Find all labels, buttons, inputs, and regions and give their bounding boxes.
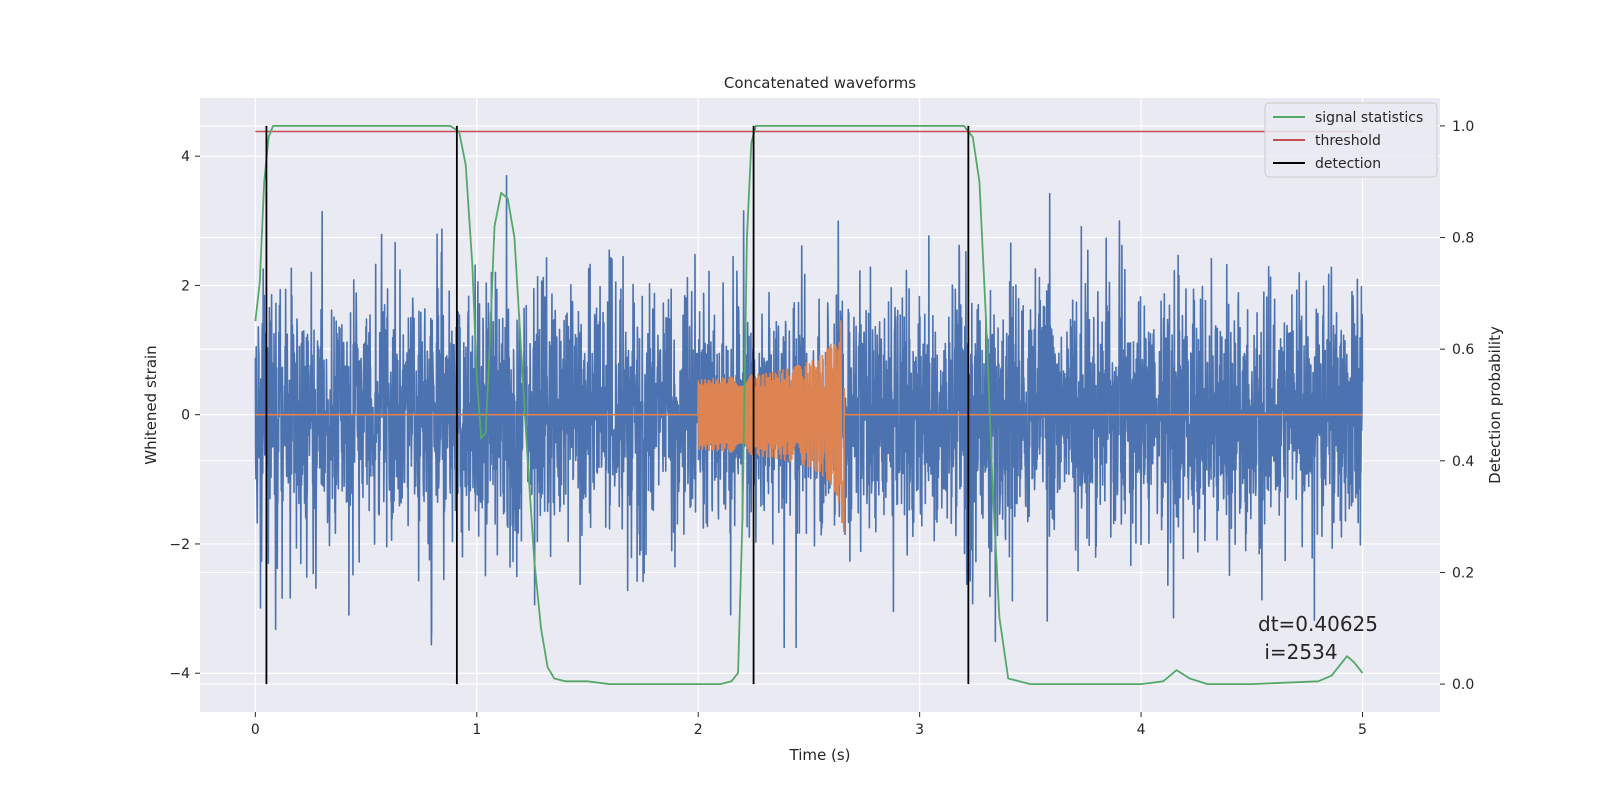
x-tick-label: 0 bbox=[251, 722, 260, 738]
annotation-index: i=2534 bbox=[1258, 640, 1338, 664]
left-y-tick-label: 2 bbox=[181, 278, 190, 294]
x-tick-label: 4 bbox=[1137, 722, 1146, 738]
annotation-dt: dt=0.40625 bbox=[1258, 612, 1378, 636]
legend-label-signal-statistics: signal statistics bbox=[1315, 110, 1423, 126]
legend-box bbox=[1264, 102, 1438, 178]
legend-label-detection: detection bbox=[1315, 156, 1381, 172]
x-tick-label: 2 bbox=[694, 722, 703, 738]
left-y-tick-label: −2 bbox=[169, 537, 190, 553]
left-y-tick-label: 4 bbox=[181, 149, 190, 165]
left-y-tick-label: 0 bbox=[181, 408, 190, 424]
legend-label-threshold: threshold bbox=[1315, 133, 1381, 149]
plot-area bbox=[254, 125, 1364, 685]
right-y-tick-label: 0.2 bbox=[1452, 565, 1474, 581]
left-y-tick-label: −4 bbox=[169, 666, 190, 682]
right-y-tick-label: 0.0 bbox=[1452, 677, 1474, 693]
right-y-tick-label: 0.8 bbox=[1452, 231, 1474, 247]
right-y-tick-label: 1.0 bbox=[1452, 119, 1474, 135]
right-y-tick-label: 0.6 bbox=[1452, 342, 1474, 358]
chart-title: Concatenated waveforms bbox=[724, 74, 916, 92]
injection-series-line bbox=[255, 320, 1363, 533]
grid-lines bbox=[200, 98, 1440, 712]
x-tick-label: 5 bbox=[1358, 722, 1367, 738]
x-axis-label: Time (s) bbox=[789, 746, 851, 764]
x-tick-label: 1 bbox=[472, 722, 481, 738]
legend: signal statistics threshold detection bbox=[1264, 102, 1438, 178]
axis-ticks: 0 1 2 3 4 5 −4 −2 0 2 4 0.0 0.2 0.4 0.6 0.8 1.0 bbox=[169, 119, 1474, 738]
x-tick-label: 3 bbox=[915, 722, 924, 738]
right-y-axis-label: Detection probability bbox=[1486, 326, 1504, 484]
left-y-axis-label: Whitened strain bbox=[142, 345, 160, 464]
right-y-tick-label: 0.4 bbox=[1452, 454, 1474, 470]
